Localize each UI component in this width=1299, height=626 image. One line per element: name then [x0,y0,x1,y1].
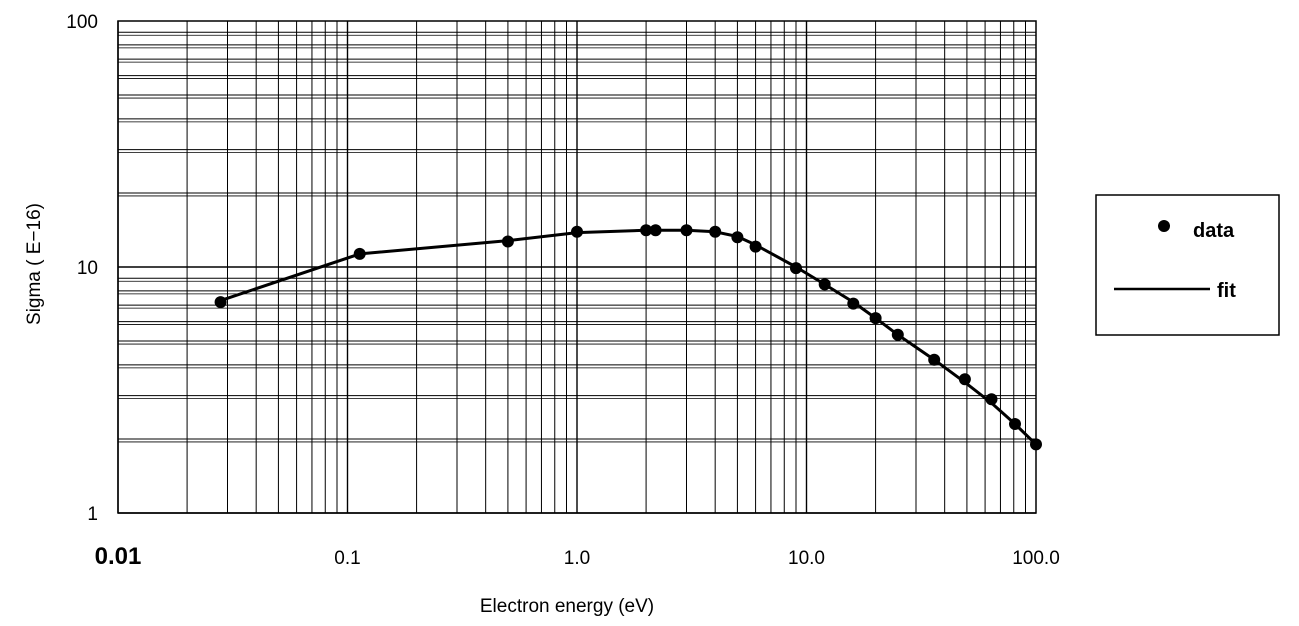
data-point [847,297,860,310]
x-tick-label: 1.0 [564,548,590,569]
y-axis-tick-labels: 1 10 100 [66,12,98,525]
plot-area-frame [117,20,1037,514]
x-tick-label: 100.0 [1012,548,1060,569]
data-point [501,235,514,248]
y-tick-label: 100 [66,12,98,33]
data-point [640,224,653,237]
data-point [869,312,882,325]
data-point [891,328,904,341]
data-point [749,240,762,253]
legend-label-data: data [1193,220,1235,242]
x-tick-label: 10.0 [788,548,825,569]
legend: data fit [1095,194,1280,336]
data-point [818,278,831,291]
data-point [680,224,693,237]
y-axis-title: Sigma ( E−16) [24,203,45,325]
data-point [709,225,722,238]
data-point [571,225,583,238]
x-tick-label: 0.1 [334,548,360,569]
y-tick-label: 10 [77,258,98,279]
data-point [731,231,744,244]
data-point [1009,418,1021,430]
data-series [214,224,1042,451]
legend-label-fit: fit [1217,280,1236,302]
legend-box [1095,194,1280,336]
x-axis-tick-labels: 0.01 0.1 1.0 10.0 100.0 [95,543,1060,570]
y-tick-label: 1 [87,504,98,525]
data-point [214,296,227,309]
x-tick-label: 0.01 [95,543,142,570]
data-point [958,373,971,386]
x-axis-title: Electron energy (eV) [480,596,654,617]
legend-data-marker [1158,220,1170,232]
data-point [928,353,941,366]
data-point [353,247,366,260]
data-point [985,393,998,406]
data-point [1030,438,1042,451]
data-point [649,224,662,237]
grid-lines [117,21,1036,514]
data-point [790,262,802,275]
